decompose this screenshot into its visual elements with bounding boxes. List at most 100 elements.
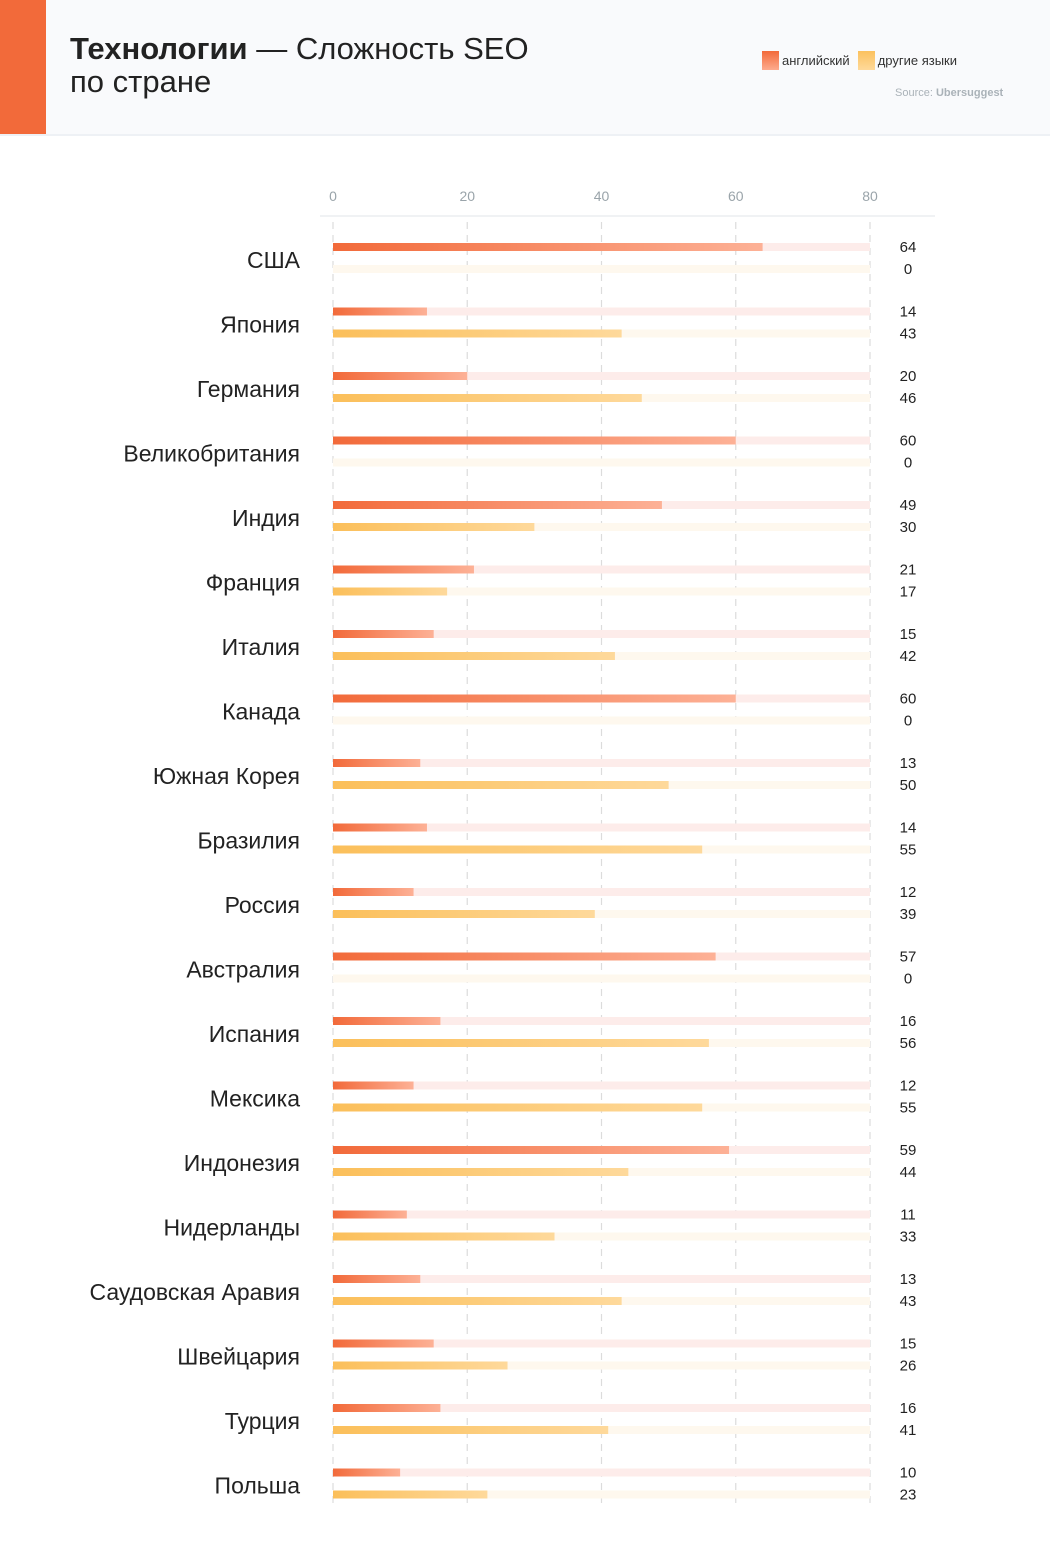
accent-bar [0, 0, 46, 134]
value-label-other: 55 [900, 1100, 917, 1117]
value-label-english: 20 [900, 368, 917, 385]
bar-other [333, 587, 448, 596]
category-label: Швейцария [177, 1344, 300, 1370]
category-label: Индия [232, 505, 300, 531]
bar-english [333, 630, 434, 638]
track-english [333, 1081, 870, 1090]
category-label: Мексика [210, 1086, 300, 1112]
category-label: Саудовская Аравия [90, 1279, 300, 1305]
bar-english [333, 1404, 441, 1412]
category-label: Италия [222, 634, 300, 660]
source-note: Source: Ubersuggest [895, 87, 1004, 99]
value-label-other: 42 [900, 648, 917, 665]
value-label-english: 59 [900, 1142, 917, 1159]
category-label: Индонезия [184, 1150, 300, 1176]
bar-other [333, 1168, 629, 1176]
value-label-english: 15 [900, 626, 917, 643]
value-label-english: 10 [900, 1465, 917, 1482]
bar-english [333, 436, 736, 445]
bar-english [333, 307, 427, 316]
bar-english [333, 372, 468, 380]
category-label: Великобритания [123, 441, 300, 467]
track-other [333, 265, 870, 273]
value-label-english: 60 [900, 433, 917, 450]
category-label: Бразилия [197, 828, 300, 854]
value-label-english: 12 [900, 1078, 917, 1095]
track-english [333, 759, 870, 767]
bar-other [333, 1297, 622, 1305]
value-label-other: 39 [900, 906, 917, 923]
category-label: Польша [215, 1473, 301, 1499]
track-other [333, 587, 870, 596]
value-label-other: 0 [904, 713, 912, 730]
category-label: Нидерланды [163, 1215, 300, 1241]
value-label-english: 12 [900, 884, 917, 901]
legend-swatch-english [762, 51, 779, 70]
page-title: Технологии — Сложность SEO по стране [70, 31, 529, 99]
value-label-other: 30 [900, 519, 917, 536]
bar-english [333, 1146, 730, 1154]
bar-other [333, 523, 535, 531]
bar-english [333, 1210, 407, 1219]
bar-other [333, 781, 669, 789]
bar-other [333, 910, 595, 918]
value-label-other: 43 [900, 1293, 917, 1310]
track-english [333, 823, 870, 832]
category-label: Россия [225, 892, 300, 918]
value-label-other: 56 [900, 1035, 917, 1052]
bar-other [333, 1232, 555, 1241]
x-tick-label: 20 [459, 188, 475, 204]
legend-label-english: английский [782, 53, 850, 68]
track-english [333, 1468, 870, 1477]
bar-english [333, 1468, 401, 1477]
track-other [333, 1490, 870, 1499]
value-label-other: 17 [900, 584, 917, 601]
bar-english [333, 1081, 414, 1090]
value-label-other: 26 [900, 1358, 917, 1375]
category-label: Япония [220, 312, 300, 338]
value-label-english: 15 [900, 1336, 917, 1353]
bar-english [333, 888, 414, 896]
category-label: США [247, 247, 301, 273]
category-label: Австралия [186, 957, 300, 983]
bar-other [333, 329, 622, 338]
bar-english [333, 759, 421, 767]
value-label-other: 0 [904, 261, 912, 278]
bar-english [333, 1275, 421, 1283]
value-label-english: 57 [900, 949, 917, 966]
track-other [333, 910, 870, 918]
x-tick-label: 0 [329, 188, 337, 204]
category-label: Германия [197, 376, 300, 402]
bar-english [333, 1017, 441, 1025]
track-other [333, 1232, 870, 1241]
track-other [333, 974, 870, 983]
bar-other [333, 1490, 488, 1499]
bar-other [333, 1361, 508, 1370]
track-other [333, 523, 870, 531]
value-label-english: 13 [900, 1271, 917, 1288]
x-tick-label: 40 [594, 188, 610, 204]
value-label-english: 16 [900, 1013, 917, 1030]
x-tick-label: 60 [728, 188, 744, 204]
bar-english [333, 823, 427, 832]
value-label-other: 46 [900, 390, 917, 407]
category-label: Испания [209, 1021, 300, 1047]
value-label-other: 44 [900, 1164, 917, 1181]
value-label-english: 49 [900, 497, 917, 514]
value-label-english: 11 [900, 1207, 916, 1224]
value-label-english: 13 [900, 755, 917, 772]
value-label-english: 60 [900, 691, 917, 708]
bar-other [333, 1039, 709, 1047]
bar-english [333, 1339, 434, 1348]
bar-other [333, 1426, 609, 1434]
value-label-english: 64 [900, 239, 917, 256]
value-label-other: 55 [900, 842, 917, 859]
track-english [333, 1210, 870, 1219]
value-label-english: 14 [900, 820, 917, 837]
track-english [333, 1339, 870, 1348]
track-english [333, 565, 870, 574]
track-english [333, 372, 870, 380]
header: Технологии — Сложность SEO по стране англ… [0, 0, 1050, 136]
track-english [333, 630, 870, 638]
bar-english [333, 565, 474, 574]
